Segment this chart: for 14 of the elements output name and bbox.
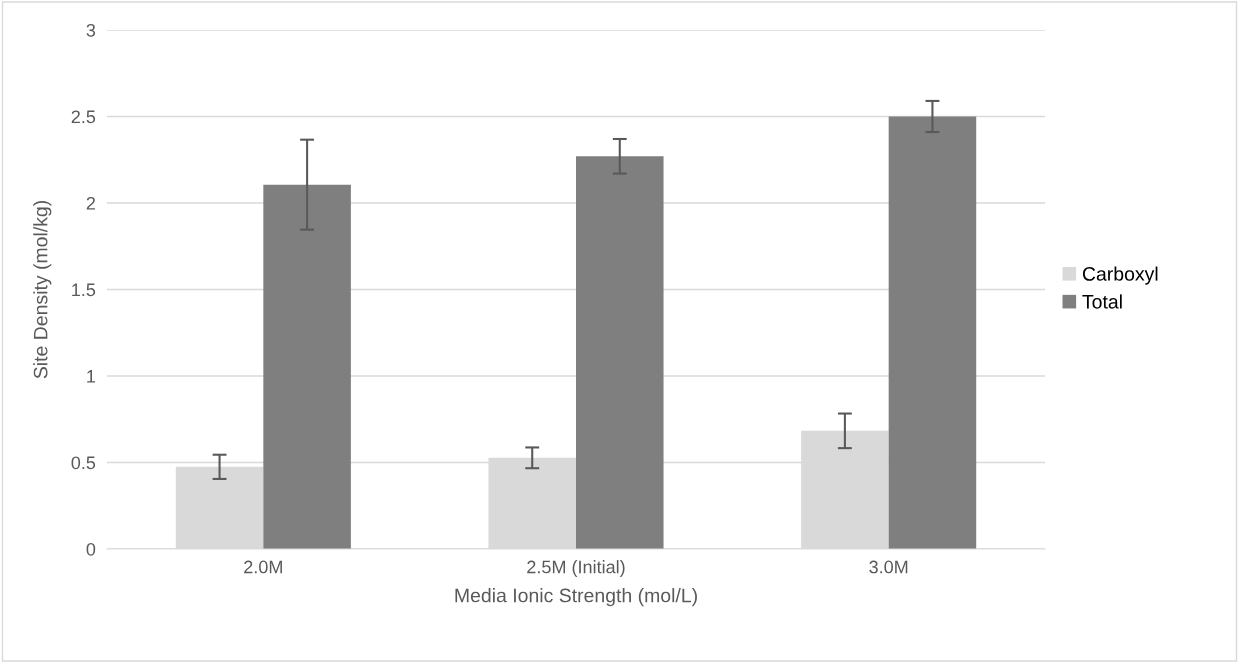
y-tick-label: 1 xyxy=(87,370,96,383)
y-tick-label: 0.5 xyxy=(71,456,96,470)
x-tick-label: 3.0M xyxy=(869,560,908,574)
legend-label: Carboxyl xyxy=(1082,266,1158,285)
y-axis-title: Site Density (mol/kg) xyxy=(33,201,52,379)
y-tick-label: 1.5 xyxy=(72,283,96,297)
x-tick-label: 2.5M (Initial) xyxy=(527,560,625,577)
x-tick-label: 2.0M xyxy=(244,560,282,574)
legend-label: Total xyxy=(1082,294,1122,309)
x-axis-title: Media Ionic Strength (mol/L) xyxy=(455,588,697,607)
y-tick-label: 2.5 xyxy=(71,110,96,124)
y-tick-label: 3 xyxy=(86,23,96,37)
y-tick-label: 0 xyxy=(86,542,96,556)
y-tick-label: 2 xyxy=(86,196,95,210)
